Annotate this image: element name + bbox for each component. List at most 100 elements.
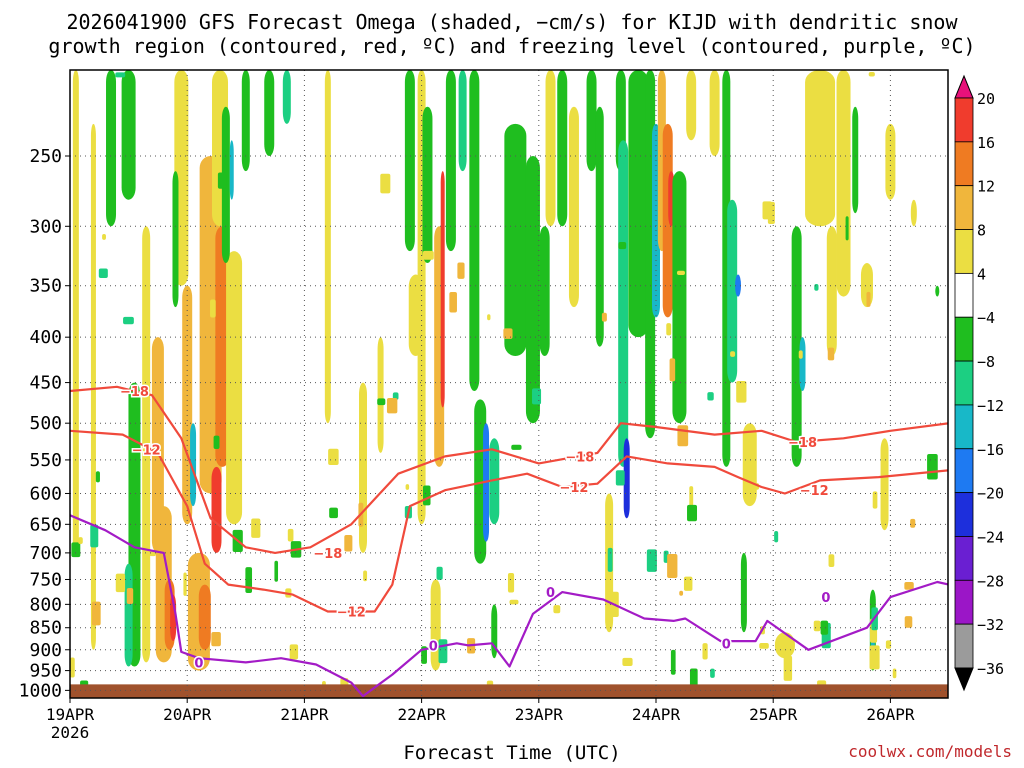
omega-speckle (927, 454, 938, 480)
omega-speckle (78, 537, 83, 545)
colorbar-tick-label: 4 (977, 265, 986, 283)
omega-blob (377, 337, 384, 453)
omega-blob (709, 70, 720, 157)
y-tick-label: 1000 (19, 680, 62, 701)
omega-blob (586, 70, 597, 172)
omega-blob (121, 70, 136, 200)
omega-blob (359, 382, 367, 553)
omega-blob (836, 70, 851, 297)
omega-speckle (436, 566, 443, 580)
omega-blob (469, 70, 480, 392)
y-tick-label: 800 (29, 594, 62, 615)
y-tick-label: 750 (29, 569, 62, 590)
omega-speckle (618, 242, 627, 250)
omega-speckle (687, 504, 698, 522)
omega-speckle (783, 655, 793, 681)
omega-blob (198, 584, 211, 650)
omega-blob (90, 123, 96, 650)
colorbar-tick-label: 12 (977, 178, 995, 196)
colorbar-bin (954, 272, 974, 318)
omega-speckle (245, 567, 253, 594)
omega-speckle (904, 616, 913, 628)
omega-speckle (676, 270, 685, 276)
omega-speckle (767, 201, 775, 225)
omega-blob (618, 140, 629, 467)
omega-speckle (845, 216, 849, 241)
y-tick-label: 850 (29, 618, 62, 639)
omega-blob (539, 226, 550, 356)
omega-blob (525, 156, 540, 424)
colorbar-bin (954, 141, 974, 187)
omega-speckle (820, 620, 829, 635)
omega-blob (142, 226, 151, 663)
colorbar-bin (954, 360, 974, 406)
omega-speckle (422, 485, 431, 506)
y-tick-label: 350 (29, 276, 62, 297)
omega-shading (70, 70, 940, 698)
contour-label: 0 (429, 639, 438, 654)
omega-speckle (910, 518, 916, 528)
omega-speckle (677, 425, 689, 447)
omega-speckle (666, 323, 672, 336)
contour-label: −18 (788, 436, 817, 451)
omega-blob (324, 70, 331, 424)
omega-speckle (904, 582, 914, 590)
omega-blob (215, 226, 230, 467)
omega-speckle (95, 471, 100, 483)
omega-speckle (710, 668, 715, 678)
omega-speckle (683, 576, 693, 591)
omega-blob (489, 438, 500, 525)
omega-speckle (405, 484, 410, 490)
omega-blob (264, 70, 275, 157)
omega-blob (440, 171, 445, 408)
x-tick-label: 26APR (866, 705, 915, 724)
y-tick-label: 650 (29, 514, 62, 535)
omega-speckle (509, 599, 519, 605)
contour-label: 0 (194, 656, 203, 671)
colorbar-top-arrow (954, 74, 974, 99)
omega-speckle (126, 587, 134, 604)
omega-speckle (689, 668, 698, 690)
omega-blob (229, 140, 234, 200)
contour-line (70, 385, 948, 554)
omega-speckle (872, 491, 878, 509)
omega-blob (404, 70, 415, 252)
omega-speckle (90, 524, 99, 548)
contour-label: −18 (120, 385, 149, 400)
credit-link[interactable]: coolwx.com/models (848, 742, 1012, 761)
omega-speckle (98, 268, 108, 278)
omega-blob (910, 199, 917, 227)
omega-speckle (868, 71, 875, 77)
omega-speckle (328, 448, 339, 465)
omega-blob (935, 285, 940, 297)
omega-speckle (679, 590, 684, 596)
colorbar-tick-label: −32 (977, 616, 1004, 634)
omega-speckle (91, 601, 101, 626)
colorbar-bin (954, 185, 974, 230)
omega-blob (72, 70, 79, 553)
omega-speckle (615, 470, 625, 486)
omega-blob (686, 70, 697, 141)
omega-blob (740, 552, 747, 633)
y-tick-label: 600 (29, 483, 62, 504)
omega-blob (226, 251, 243, 525)
colorbar-bin (954, 448, 974, 494)
omega-blob (151, 337, 164, 553)
omega-blob (504, 123, 527, 356)
omega-speckle (827, 347, 835, 361)
omega-speckle (392, 392, 399, 400)
omega-speckle (457, 262, 465, 279)
omega-blob (826, 226, 837, 356)
omega-speckle (503, 328, 513, 339)
omega-speckle (646, 549, 657, 572)
y-tick-label: 400 (29, 327, 62, 348)
colorbar-tick-label: −28 (977, 572, 1004, 590)
omega-speckle (71, 542, 81, 558)
colorbar-tick-label: 20 (977, 90, 995, 108)
x-tick-label: 20APR (163, 705, 212, 724)
x-tick-label: 24APR (632, 705, 681, 724)
x-axis-label: Forecast Time (UTC) (403, 742, 621, 764)
omega-speckle (532, 388, 542, 405)
omega-speckle (422, 250, 434, 260)
contour-label: −18 (313, 547, 342, 562)
